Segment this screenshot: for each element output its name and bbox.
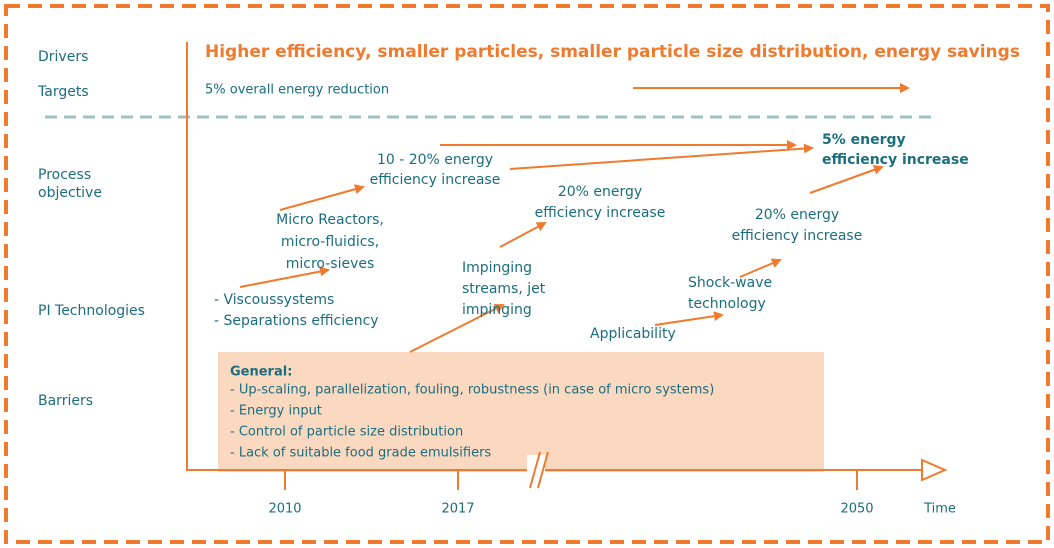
axis-label: Time (923, 502, 956, 517)
axis-break (529, 451, 549, 489)
barrier-item: - Control of particle size distribution (230, 425, 463, 440)
node-text: efficiency increase (370, 172, 501, 188)
row-label: PI Technologies (38, 303, 145, 319)
row-label: Drivers (38, 49, 88, 65)
year-label: 2010 (268, 502, 301, 517)
node-text: Micro Reactors, (276, 212, 384, 228)
node-text: efficiency increase (822, 152, 969, 168)
node-text: 5% energy (822, 132, 906, 148)
node-text: streams, jet (462, 281, 546, 297)
node-text: 20% energy (755, 207, 839, 223)
year-ticks (284, 470, 858, 490)
node-text: Shock-wave (688, 275, 772, 291)
node-text: - Separations efficiency (214, 313, 379, 329)
barrier-item: - Lack of suitable food grade emulsifier… (230, 446, 491, 461)
node-text: efficiency increase (732, 228, 863, 244)
year-label: 2017 (441, 502, 474, 517)
axis-arrow (921, 458, 948, 482)
row-label: Barriers (38, 393, 93, 409)
node-text: micro-fluidics, (281, 234, 379, 250)
drivers: Higher efficiency, smaller particles, sm… (205, 42, 1020, 62)
node-text: micro-sieves (286, 256, 375, 272)
node-text: 10 - 20% energy (377, 152, 493, 168)
border (4, 4, 1050, 544)
arrows (239, 83, 910, 353)
node-text: technology (688, 296, 766, 312)
barrier-box (218, 352, 824, 472)
row-label: Process (38, 167, 91, 183)
node-text: Applicability (590, 326, 676, 342)
node-text: efficiency increase (535, 205, 666, 221)
node-text: impinging (462, 302, 532, 318)
year-label: 2050 (840, 502, 873, 517)
node-text: 20% energy (558, 184, 642, 200)
row-label: Targets (37, 84, 89, 100)
barrier-item: - Energy input (230, 404, 322, 419)
targets: 5% overall energy reduction (205, 83, 389, 98)
barrier-title: General: (230, 365, 292, 380)
node-text: - Viscoussystems (214, 292, 334, 308)
barrier-item: - Up-scaling, parallelization, fouling, … (230, 383, 714, 398)
node-text: Impinging (462, 260, 532, 276)
row-label: objective (38, 185, 102, 201)
